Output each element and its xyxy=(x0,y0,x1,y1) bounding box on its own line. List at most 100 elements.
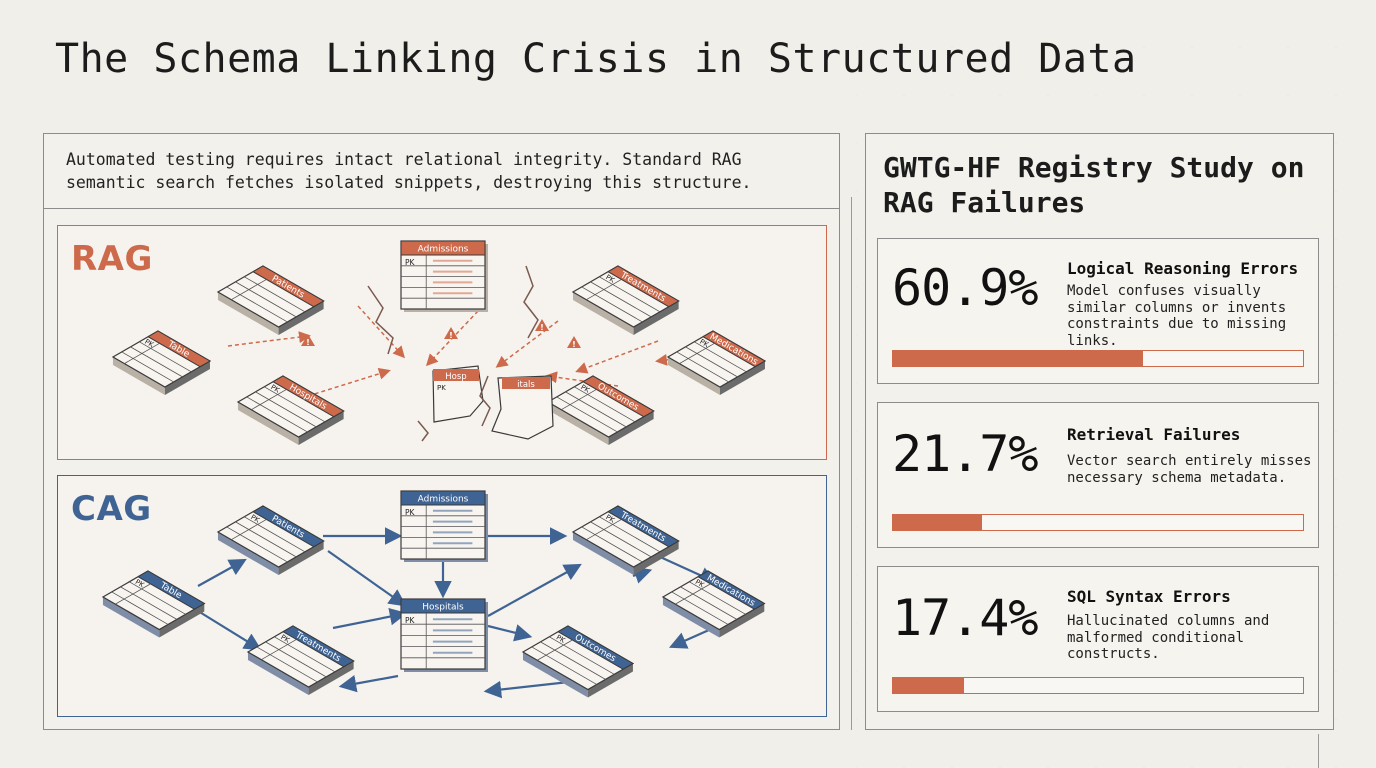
stat-title: Retrieval Failures xyxy=(1067,425,1241,444)
study-title: GWTG-HF Registry Study on RAG Failures xyxy=(883,151,1305,219)
table-col-line xyxy=(231,519,267,541)
warning-triangle-icon: ! xyxy=(444,327,458,340)
table-pk: PK xyxy=(604,513,616,525)
relationship-arrow xyxy=(338,674,399,693)
table-pk: PK xyxy=(405,616,416,625)
table-row-line xyxy=(111,591,169,625)
table-row-line xyxy=(130,346,183,378)
study-panel: GWTG-HF Registry Study on RAG Failures 6… xyxy=(865,133,1334,730)
table-header xyxy=(433,369,479,381)
table-pk: PK xyxy=(279,633,291,645)
table-header xyxy=(557,625,634,670)
table-header xyxy=(582,375,655,418)
stat-bar-fill xyxy=(893,515,982,530)
table-row-line xyxy=(549,636,615,675)
side-rule xyxy=(851,197,852,730)
table-col-line xyxy=(679,342,715,364)
table-side xyxy=(217,532,279,575)
table-col-line xyxy=(675,583,711,605)
broken-table-right: itals xyxy=(491,375,554,440)
table-header xyxy=(400,240,486,256)
table-pk: PK xyxy=(143,338,155,350)
table-row-line xyxy=(226,526,288,563)
table-side xyxy=(298,411,344,445)
relationship-arrow xyxy=(487,624,533,642)
table-row-line xyxy=(121,351,174,383)
table-side xyxy=(112,357,165,395)
broken-link-arrow xyxy=(227,331,311,347)
svg-text:!: ! xyxy=(449,331,453,340)
table-side xyxy=(667,357,720,395)
page-title: The Schema Linking Crisis in Structured … xyxy=(55,36,1137,82)
table-header xyxy=(282,625,355,668)
table-row-line xyxy=(590,521,652,558)
stat-description: Vector search entirely misses necessary … xyxy=(1067,453,1312,486)
table-row-line xyxy=(689,581,746,615)
table-row-line xyxy=(244,516,306,553)
svg-text:!: ! xyxy=(306,338,310,347)
stat-card-logical: 60.9% Logical Reasoning Errors Model con… xyxy=(877,238,1319,384)
relationship-arrow xyxy=(632,566,653,584)
table-side xyxy=(633,541,679,575)
table-col-line xyxy=(537,639,573,661)
table-side xyxy=(308,661,354,695)
stat-card-retrieval: 21.7% Retrieval Failures Vector search e… xyxy=(877,402,1319,548)
table-row-line xyxy=(599,276,661,313)
table-header xyxy=(252,505,325,548)
table-row-line xyxy=(256,646,318,683)
table-col-line xyxy=(124,342,160,364)
table-row-line xyxy=(244,276,306,313)
table-row-line xyxy=(581,526,643,563)
table-side xyxy=(247,652,309,695)
table-side xyxy=(572,292,634,335)
table-side xyxy=(237,402,299,445)
table-col-line xyxy=(561,389,597,411)
table-header xyxy=(607,505,680,548)
warning-triangle-icon: ! xyxy=(535,319,549,332)
table-row-line xyxy=(574,386,636,423)
table-pk: PK xyxy=(437,384,446,392)
warning-triangle-icon: ! xyxy=(301,334,315,347)
table-row-line xyxy=(556,396,618,433)
broken-link-arrow xyxy=(545,371,619,387)
svg-text:!: ! xyxy=(540,323,544,332)
table-row-line xyxy=(129,581,186,615)
table-row-line xyxy=(531,646,597,685)
broken-link-arrow xyxy=(307,367,391,397)
table-hospitals: Hospitals PK xyxy=(400,598,488,672)
table-row-line xyxy=(540,641,606,680)
table-row-line xyxy=(264,386,326,423)
broken-table-left: Hosp PK xyxy=(432,365,484,423)
table-row-line xyxy=(599,516,661,553)
stat-bar-fill xyxy=(893,678,965,693)
table-row-line xyxy=(246,396,308,433)
table-pk: PK xyxy=(405,508,416,517)
table-name: Hospitals xyxy=(422,603,464,613)
table-row-line xyxy=(590,281,652,318)
table-row-line xyxy=(120,586,178,620)
table-header xyxy=(607,265,680,308)
table-side xyxy=(633,301,679,335)
table-row-line xyxy=(676,351,729,383)
table-header xyxy=(400,598,486,614)
stat-percent: 17.4% xyxy=(892,589,1039,647)
table-col-line xyxy=(586,279,622,301)
table-row-line xyxy=(274,636,336,673)
table-side xyxy=(572,532,634,575)
side-rule-bottom xyxy=(1318,734,1319,768)
relationship-arrow xyxy=(197,610,262,651)
relationship-arrow xyxy=(487,563,582,617)
table-header xyxy=(400,490,486,506)
stat-bar xyxy=(892,677,1304,694)
relationship-arrow xyxy=(332,607,408,630)
svg-text:!: ! xyxy=(572,340,576,349)
comparison-panel: Automated testing requires intact relati… xyxy=(43,133,840,730)
